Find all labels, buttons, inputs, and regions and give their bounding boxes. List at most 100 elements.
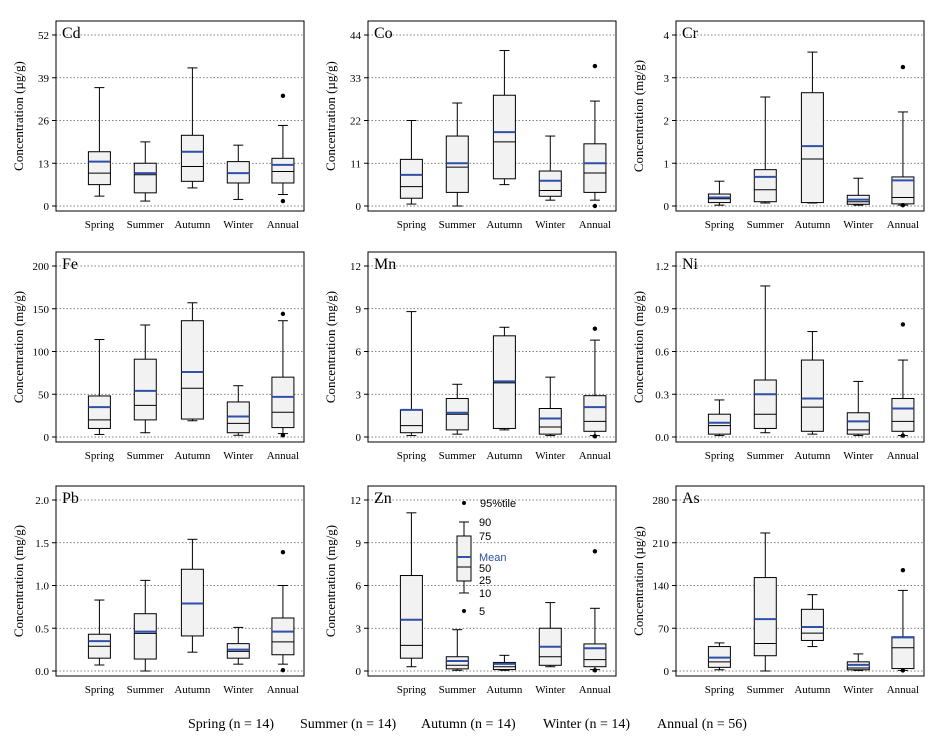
y-tick-label: 1.0 — [35, 581, 49, 593]
y-tick-label: 0 — [664, 201, 670, 213]
legend-mean: Mean — [479, 552, 507, 564]
panel-title: Fe — [62, 256, 78, 273]
y-tick-label: 52 — [38, 30, 49, 42]
box-spring — [707, 413, 731, 435]
category-label: Winter — [535, 684, 565, 696]
y-axis-label: Concentration (mg/g) — [323, 291, 338, 403]
box-summer — [445, 656, 469, 670]
y-tick-label: 9 — [356, 538, 362, 550]
category-label: Summer — [439, 450, 477, 462]
box-summer — [133, 613, 157, 660]
category-label: Autumn — [486, 450, 523, 462]
category-label: Autumn — [174, 450, 211, 462]
y-tick-label: 1 — [664, 158, 670, 170]
y-tick-label: 150 — [33, 304, 50, 316]
y-axis-label: Concentration (mg/g) — [631, 291, 646, 403]
box-winter — [846, 412, 870, 435]
box-winter — [538, 170, 562, 197]
y-tick-label: 2 — [664, 116, 670, 128]
outlier-point — [280, 433, 286, 438]
y-axis-label: Concentration (mg/g) — [11, 291, 26, 403]
box-autumn — [492, 661, 516, 671]
box-autumn — [180, 134, 204, 182]
panel-cr: 0 1 2 3 4 Cr Concentration (mg/g) Spring Summer A… — [631, 20, 925, 231]
y-tick-label: 0.5 — [35, 623, 49, 635]
outlier-point — [592, 63, 598, 69]
outlier-point — [592, 549, 598, 554]
box-summer — [753, 577, 777, 657]
panel-ni: 0.0 0.3 0.6 0.9 1.2 Ni Concentration (mg/g) Spr… — [631, 251, 925, 462]
box-autumn — [800, 359, 824, 432]
outlier-point — [900, 668, 906, 673]
category-label: Spring — [705, 219, 735, 231]
outlier-point — [900, 433, 906, 438]
category-label: Autumn — [486, 219, 523, 231]
plot-frame — [367, 485, 617, 677]
outlier-point — [900, 64, 906, 70]
outlier-point — [592, 203, 598, 209]
y-tick-label: 0 — [356, 432, 362, 444]
category-label: Annual — [267, 450, 299, 462]
outlier-point — [592, 326, 598, 331]
box-annual — [891, 398, 915, 432]
legend-box — [456, 535, 472, 582]
category-label: Winter — [223, 219, 253, 231]
category-label: Summer — [127, 219, 165, 231]
plot-frame — [55, 251, 305, 443]
category-label: Autumn — [794, 684, 831, 696]
footer-annual: Annual (n = 56) — [657, 717, 747, 732]
plot-frame — [55, 20, 305, 212]
box-spring — [87, 395, 111, 429]
y-tick-label: 1.2 — [655, 261, 669, 273]
box-winter — [538, 408, 562, 435]
category-label: Spring — [705, 450, 735, 462]
outlier-point — [280, 93, 286, 99]
plot-frame — [675, 485, 925, 677]
category-label: Annual — [267, 684, 299, 696]
outlier-point — [592, 668, 598, 673]
legend-p95: 95%tile — [480, 498, 516, 510]
category-label: Winter — [223, 450, 253, 462]
y-tick-label: 0.3 — [655, 389, 669, 401]
y-tick-label: 11 — [350, 158, 361, 170]
footer-summer: Summer (n = 14) — [300, 717, 396, 732]
legend-p90: 90 — [479, 517, 491, 529]
box-annual — [271, 157, 295, 184]
box-legend: 95%tile 90 75 Mean 50 25 10 5 — [456, 498, 516, 618]
category-label: Winter — [843, 450, 873, 462]
box-summer — [753, 379, 777, 429]
panel-mn: 0 3 6 9 12 Mn Concentration (mg/g) Spring Summer… — [323, 251, 617, 462]
box-spring — [87, 151, 111, 186]
plot-frame — [675, 251, 925, 443]
category-label: Winter — [223, 684, 253, 696]
panel-as: 0 70 140 210 280 As Concentration (µg/g) Spring… — [631, 485, 925, 696]
category-label: Annual — [267, 219, 299, 231]
outlier-point — [280, 198, 286, 204]
box-annual — [271, 376, 295, 429]
legend-p10: 10 — [479, 588, 491, 600]
panel-fe: 0 50 100 150 200 Fe Concentration (mg/g) Spring… — [11, 251, 305, 462]
category-label: Winter — [843, 219, 873, 231]
outlier-point — [900, 568, 906, 573]
y-axis-label: Concentration (mg/g) — [11, 525, 26, 637]
y-tick-label: 6 — [356, 581, 362, 593]
y-tick-label: 140 — [653, 581, 670, 593]
outlier-point — [900, 202, 906, 208]
panel-title: Co — [374, 25, 393, 42]
outlier-point — [280, 667, 286, 673]
y-tick-label: 12 — [350, 261, 361, 273]
panel-co: 0 11 22 33 44 Co Concentration (µg/g) Spring Sum… — [323, 20, 617, 231]
box-autumn — [800, 92, 824, 204]
panel-title: As — [682, 490, 700, 507]
y-tick-label: 0.0 — [655, 432, 669, 444]
y-tick-label: 44 — [350, 30, 362, 42]
y-tick-label: 12 — [350, 495, 361, 507]
y-tick-label: 3 — [356, 389, 362, 401]
y-tick-label: 13 — [38, 158, 50, 170]
category-label: Summer — [127, 684, 165, 696]
panel-title: Zn — [374, 490, 392, 507]
category-label: Spring — [85, 684, 115, 696]
category-label: Annual — [579, 219, 611, 231]
panel-title: Pb — [62, 490, 79, 507]
